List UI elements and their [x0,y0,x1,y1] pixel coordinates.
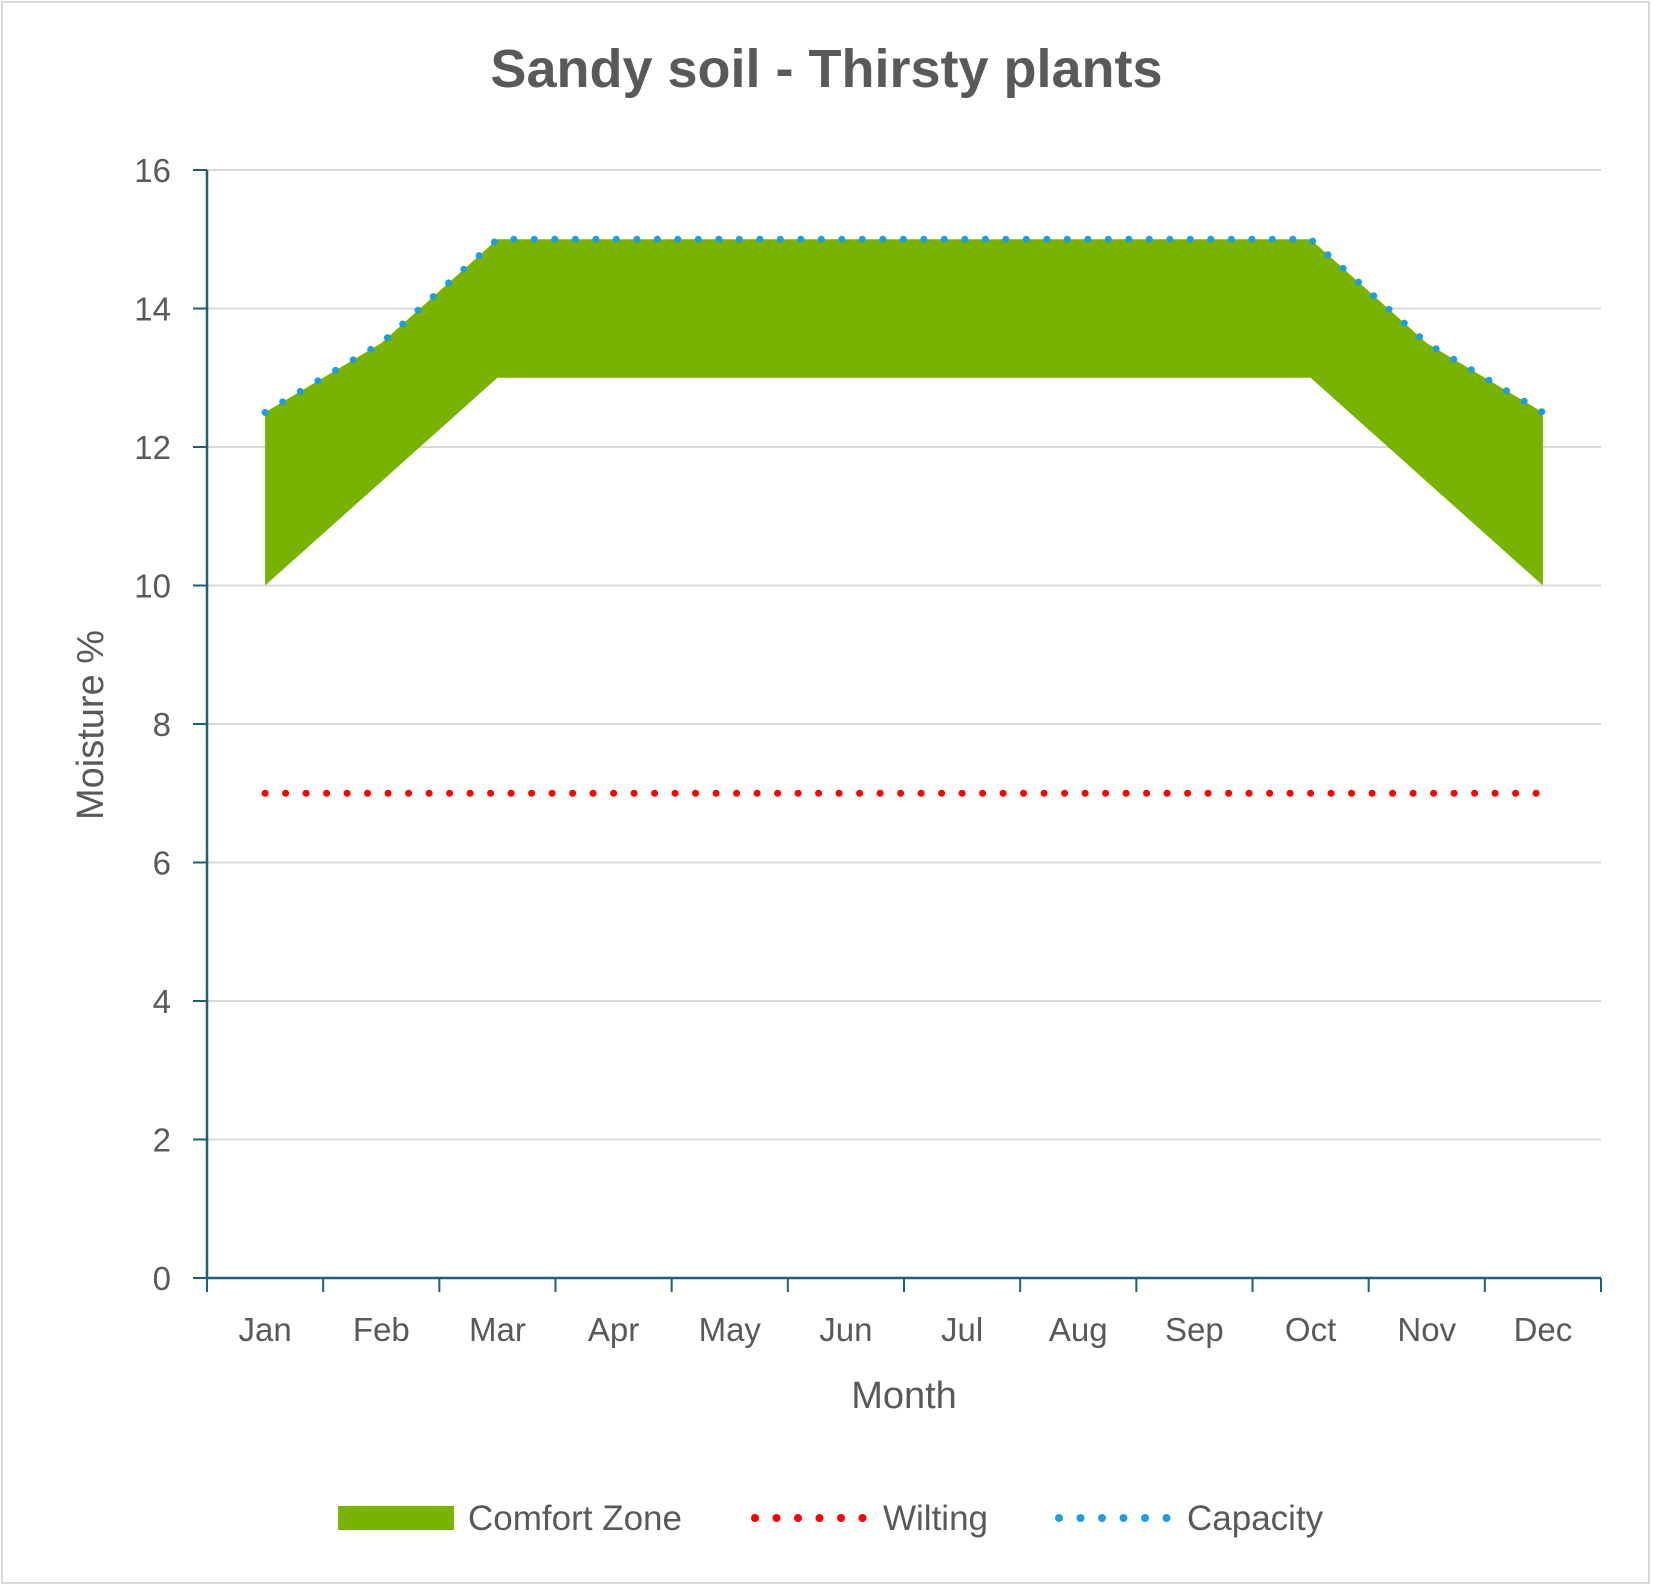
y-tick-label: 6 [153,845,171,882]
x-tick-label: Mar [469,1311,526,1348]
y-tick-label: 12 [134,429,171,466]
y-tick-label: 14 [134,291,171,328]
x-axis-title: Month [851,1375,957,1417]
wilting-legend-label: Wilting [883,1499,988,1538]
x-tick-label: May [699,1311,762,1348]
plot-area [265,239,1543,586]
y-tick-label: 10 [134,568,171,605]
chart-title: Sandy soil - Thirsty plants [490,39,1163,99]
x-tick-label: Oct [1285,1311,1336,1348]
x-tick-label: Feb [353,1311,410,1348]
capacity-legend-label: Capacity [1187,1499,1324,1538]
comfort-zone-legend-label: Comfort Zone [468,1499,682,1538]
x-tick-label: Dec [1514,1311,1573,1348]
legend: Comfort Zone Wilting Capacity [338,1499,1324,1538]
capacity-line [261,235,1547,416]
x-tick-label: Nov [1397,1311,1456,1348]
x-tick-label: Jul [941,1311,983,1348]
x-tick-label: Sep [1165,1311,1224,1348]
y-tick-label: 4 [153,983,171,1020]
y-tick-label: 0 [153,1260,171,1297]
y-axis-title: Moisture % [70,630,112,820]
series-lines [261,235,1547,797]
x-tick-label: Jan [238,1311,291,1348]
comfort-zone-legend-swatch [338,1506,454,1530]
x-tick-label: Apr [588,1311,639,1348]
axes: 0 2 4 6 8 10 12 14 16 Jan Feb Mar Apr May Jun Jul Aug Sep… [134,152,1602,1348]
y-tick-label: 16 [134,152,171,189]
x-tick-label: Aug [1049,1311,1108,1348]
y-tick-label: 8 [153,706,171,743]
comfort-zone-area [265,239,1543,586]
y-tick-label: 2 [153,1122,171,1159]
x-tick-label: Jun [819,1311,872,1348]
